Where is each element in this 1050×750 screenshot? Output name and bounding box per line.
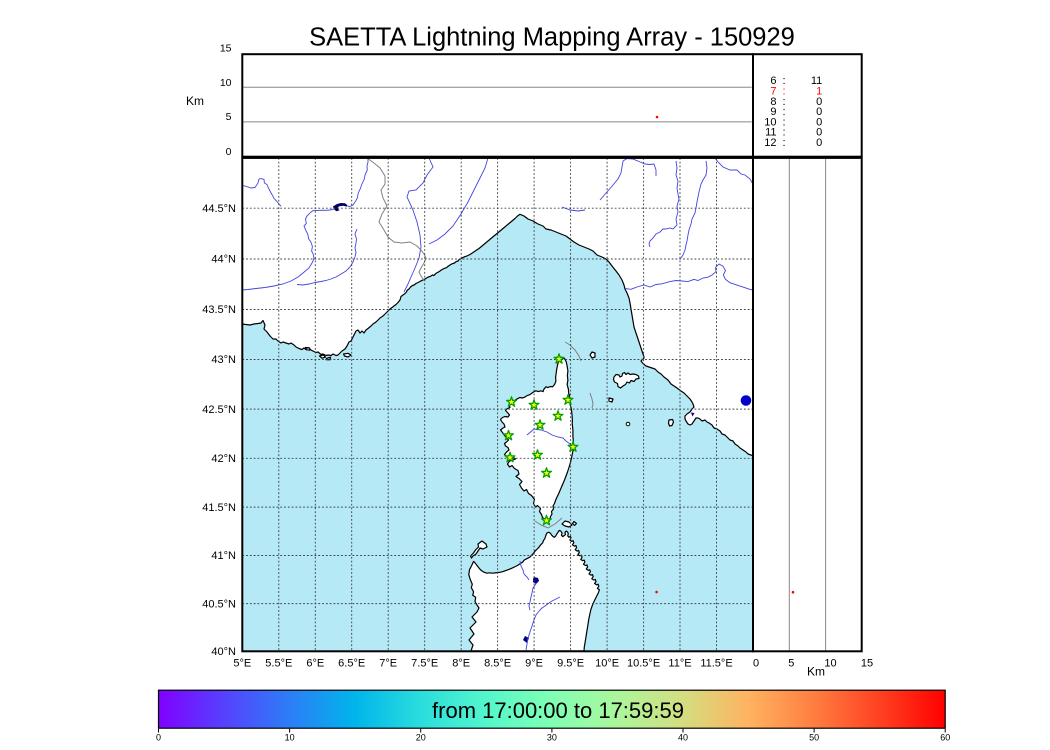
svg-text:41.5°N: 41.5°N: [202, 502, 236, 514]
svg-text:41°N: 41°N: [211, 550, 236, 562]
svg-text:11: 11: [765, 127, 776, 139]
svg-text:6.5°E: 6.5°E: [338, 658, 365, 670]
svg-text:50: 50: [809, 733, 819, 743]
svg-text:5: 5: [788, 658, 794, 670]
svg-text:43°N: 43°N: [211, 354, 236, 366]
svg-text::: :: [782, 75, 785, 87]
svg-text:40: 40: [678, 733, 688, 743]
svg-text:0: 0: [156, 733, 161, 743]
svg-text:10: 10: [220, 77, 232, 89]
svg-text:9: 9: [770, 106, 776, 118]
svg-text:0: 0: [816, 106, 822, 118]
svg-text:11.5°E: 11.5°E: [700, 658, 732, 670]
svg-text:7°E: 7°E: [379, 658, 397, 670]
svg-text:9.5°E: 9.5°E: [557, 658, 584, 670]
svg-text:40.5°N: 40.5°N: [202, 598, 236, 610]
svg-text:6°E: 6°E: [306, 658, 324, 670]
svg-text:5°E: 5°E: [233, 658, 251, 670]
svg-text::: :: [782, 137, 785, 149]
svg-text:15: 15: [861, 658, 873, 670]
svg-text:8: 8: [770, 96, 776, 108]
svg-text:0: 0: [226, 146, 232, 158]
svg-text::: :: [782, 127, 785, 139]
svg-text:12: 12: [764, 137, 776, 149]
svg-text::: :: [782, 116, 785, 128]
svg-text:0: 0: [816, 96, 822, 108]
svg-text:8°E: 8°E: [452, 658, 470, 670]
svg-text::: :: [782, 96, 785, 108]
svg-text:10: 10: [824, 658, 836, 670]
svg-text:0: 0: [753, 658, 759, 670]
svg-text:5: 5: [226, 111, 232, 123]
svg-text:6: 6: [770, 75, 776, 87]
svg-text:SAETTA Lightning Mapping Array: SAETTA Lightning Mapping Array - 150929: [309, 24, 795, 52]
svg-text::: :: [782, 106, 785, 118]
svg-text:10: 10: [764, 116, 776, 128]
svg-text:10.5°E: 10.5°E: [627, 658, 660, 670]
svg-text:7.5°E: 7.5°E: [411, 658, 438, 670]
svg-text:43.5°N: 43.5°N: [202, 304, 236, 316]
svg-text:20: 20: [416, 733, 426, 743]
svg-text:40°N: 40°N: [211, 646, 236, 658]
svg-text:11: 11: [811, 75, 822, 87]
svg-text:9°E: 9°E: [525, 658, 543, 670]
svg-text:1: 1: [816, 86, 822, 98]
svg-text:0: 0: [816, 137, 822, 149]
svg-text:from 17:00:00 to 17:59:59: from 17:00:00 to 17:59:59: [432, 698, 684, 723]
svg-text:15: 15: [220, 43, 232, 55]
svg-text:44°N: 44°N: [211, 254, 236, 266]
svg-text:60: 60: [940, 733, 950, 743]
svg-text:8.5°E: 8.5°E: [484, 658, 511, 670]
svg-text:10: 10: [285, 733, 295, 743]
svg-text:44.5°N: 44.5°N: [202, 203, 236, 215]
svg-text:0: 0: [816, 116, 822, 128]
svg-text:11°E: 11°E: [668, 658, 691, 670]
svg-text:42°N: 42°N: [211, 453, 236, 465]
svg-text:5.5°E: 5.5°E: [265, 658, 292, 670]
svg-text:42.5°N: 42.5°N: [202, 404, 236, 416]
svg-text:0: 0: [816, 127, 822, 139]
svg-text:30: 30: [547, 733, 557, 743]
svg-text::: :: [782, 86, 785, 98]
svg-text:Km: Km: [807, 665, 825, 679]
svg-text:10°E: 10°E: [595, 658, 619, 670]
svg-text:Km: Km: [186, 94, 204, 108]
svg-text:7: 7: [770, 86, 776, 98]
